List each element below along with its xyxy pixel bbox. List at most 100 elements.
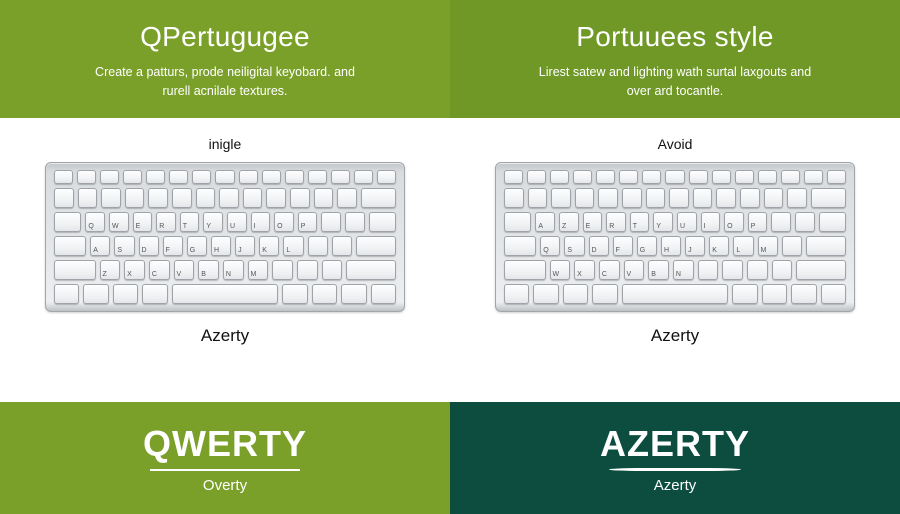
- keyboard-key: [113, 284, 138, 304]
- keyboard-key: N: [673, 260, 694, 280]
- keyboard-row: ASDFGHJKL: [54, 236, 396, 256]
- keyboard-key: [272, 260, 293, 280]
- keyboard-key: [148, 188, 168, 208]
- keyboard-key: X: [124, 260, 145, 280]
- header-right: Portuuees style Lirest satew and lightin…: [450, 0, 900, 118]
- keyboard-key: [747, 260, 768, 280]
- keyboard-key: [354, 170, 373, 184]
- keyboard-key: H: [211, 236, 231, 256]
- keyboard-key: U: [227, 212, 247, 232]
- keyboard-key: U: [677, 212, 697, 232]
- keyboard-key: [371, 284, 396, 304]
- keyboard-key: [346, 260, 396, 280]
- keyboard-key: B: [648, 260, 669, 280]
- keyboard-key: [54, 284, 79, 304]
- keyboard-key: [772, 260, 793, 280]
- keyboard-key: [341, 284, 366, 304]
- keyboard-key: [528, 188, 548, 208]
- keyboard-key: [504, 212, 531, 232]
- keyboard-key: [172, 188, 192, 208]
- keyboard-key: [54, 260, 96, 280]
- keyboard-key: [722, 260, 743, 280]
- keyboard-key: F: [613, 236, 633, 256]
- keyboard-key: [551, 188, 571, 208]
- keyboard-key: [504, 260, 546, 280]
- keyboard-key: [716, 188, 736, 208]
- keyboard-key: H: [661, 236, 681, 256]
- keyboard-key: [345, 212, 365, 232]
- keyboard-key: T: [630, 212, 650, 232]
- footer-small-right: Azerty: [654, 477, 697, 494]
- keyboard-key: L: [283, 236, 303, 256]
- keyboard-key: [377, 170, 396, 184]
- keyboard-key: K: [259, 236, 279, 256]
- keyboard-key: [622, 188, 642, 208]
- top-label-left: inigle: [209, 136, 242, 152]
- keyboard-key: R: [606, 212, 626, 232]
- keyboard-key: [592, 284, 617, 304]
- keyboard-key: [215, 170, 234, 184]
- keyboard-row: AZERTYUIOP: [504, 212, 846, 232]
- keyboard-row: QSDFGHJKLM: [504, 236, 846, 256]
- keyboard-key: [192, 170, 211, 184]
- keyboard-key: [732, 284, 757, 304]
- keyboard-row: ZXCVBNM: [54, 260, 396, 280]
- keyboard-key: [78, 188, 98, 208]
- keyboard-key: E: [133, 212, 153, 232]
- keyboard-key: G: [187, 236, 207, 256]
- keyboard-key: J: [685, 236, 705, 256]
- keyboard-key: [219, 188, 239, 208]
- keyboard-key: N: [223, 260, 244, 280]
- footer-big-left: QWERTY: [143, 423, 307, 471]
- keyboard-key: A: [535, 212, 555, 232]
- keyboard-right: AZERTYUIOPQSDFGHJKLMWXCVBN: [495, 162, 855, 312]
- keyboard-key: [101, 188, 121, 208]
- keyboard-key: [308, 236, 328, 256]
- keyboard-key: [573, 170, 592, 184]
- keyboard-key: [146, 170, 165, 184]
- keyboard-key: [821, 284, 846, 304]
- keyboard-key: J: [235, 236, 255, 256]
- keyboard-key: Y: [203, 212, 223, 232]
- keyboard-key: [806, 236, 846, 256]
- footer-small-left: Overty: [203, 477, 247, 494]
- keyboard-key: [619, 170, 638, 184]
- content-right: Avoid AZERTYUIOPQSDFGHJKLMWXCVBN Azerty: [450, 118, 900, 402]
- keyboard-key: [123, 170, 142, 184]
- keyboard-key: [740, 188, 760, 208]
- keyboard-row: [54, 170, 396, 184]
- keyboard-key: C: [149, 260, 170, 280]
- keyboard-key: M: [758, 236, 778, 256]
- keyboard-key: [504, 284, 529, 304]
- keyboard-row: [504, 170, 846, 184]
- keyboard-key: [804, 170, 823, 184]
- keyboard-key: [369, 212, 396, 232]
- keyboard-key: [762, 284, 787, 304]
- keyboard-key: [77, 170, 96, 184]
- keyboard-key: [337, 188, 357, 208]
- keyboard-row: QWERTYUIOP: [54, 212, 396, 232]
- header-title-right: Portuuees style: [576, 21, 774, 53]
- keyboard-row: [504, 188, 846, 208]
- keyboard-key: Q: [540, 236, 560, 256]
- keyboard-key: [266, 188, 286, 208]
- keyboard-key: [787, 188, 807, 208]
- keyboard-key: [172, 284, 279, 304]
- keyboard-key: [764, 188, 784, 208]
- keyboard-key: [622, 284, 729, 304]
- keyboard-key: O: [274, 212, 294, 232]
- keyboard-key: [282, 284, 307, 304]
- keyboard-key: V: [174, 260, 195, 280]
- content-row: inigle QWERTYUIOP ASDFGHJKL ZXCVBNM Azerty…: [0, 118, 900, 402]
- keyboard-key: G: [637, 236, 657, 256]
- keyboard-key: V: [624, 260, 645, 280]
- keyboard-key: [781, 170, 800, 184]
- keyboard-key: [54, 188, 74, 208]
- keyboard-key: A: [90, 236, 110, 256]
- keyboard-key: [54, 212, 81, 232]
- keyboard-key: B: [198, 260, 219, 280]
- keyboard-key: [646, 188, 666, 208]
- bottom-label-right: Azerty: [651, 326, 699, 346]
- keyboard-key: T: [180, 212, 200, 232]
- keyboard-row: [54, 284, 396, 304]
